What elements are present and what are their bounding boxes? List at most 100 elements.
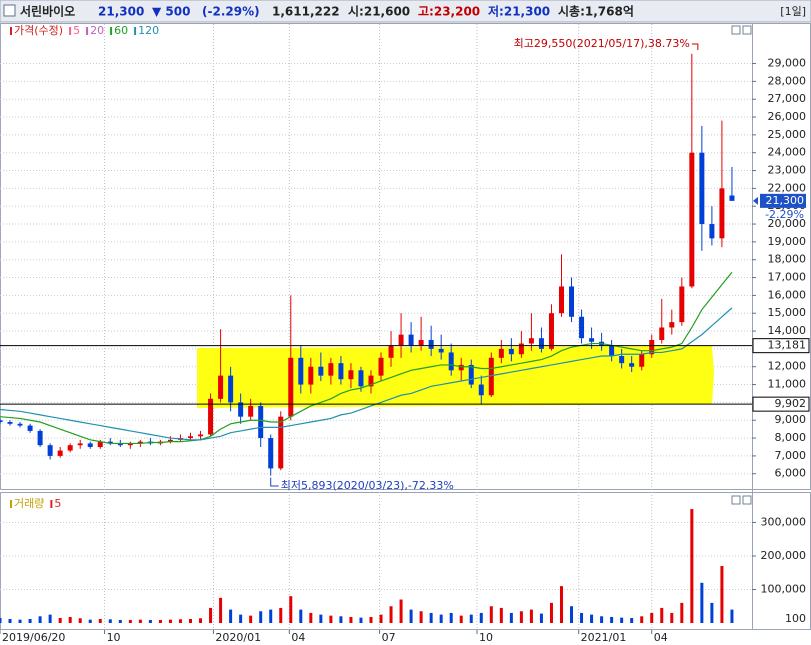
period[interactable]: [1일] xyxy=(780,4,806,18)
volume-bar xyxy=(710,602,714,623)
volume-bar xyxy=(199,618,203,623)
y-tick-label: 29,000 xyxy=(768,57,807,70)
volume-bar xyxy=(88,619,92,623)
candle-body xyxy=(518,343,524,355)
y-tick-label: 9,000 xyxy=(775,413,807,426)
panel-button[interactable] xyxy=(731,495,741,505)
volume-bar xyxy=(0,617,2,623)
candle-body xyxy=(288,357,294,417)
grid: 2019/06/20 10 2020/01 04 07 10 2021/01 04 xyxy=(0,24,756,644)
volume-bar xyxy=(449,612,453,623)
candle-body xyxy=(378,357,384,376)
candle-body xyxy=(629,363,635,367)
y-tick-label: 28,000 xyxy=(768,74,807,87)
candle-body xyxy=(228,375,234,403)
candle-body xyxy=(719,188,725,239)
candle-body xyxy=(548,313,554,349)
candle-body xyxy=(258,405,264,439)
volume-bar xyxy=(469,614,473,623)
panel-button[interactable] xyxy=(742,25,752,35)
volume-bar xyxy=(690,509,694,623)
candle-body xyxy=(669,322,675,328)
candle-body xyxy=(338,363,344,380)
volume-bar xyxy=(108,619,112,623)
volume-bar xyxy=(249,615,253,623)
annotation-arrow xyxy=(691,43,699,50)
y-tick-label: 11,000 xyxy=(768,378,807,391)
panel-button[interactable] xyxy=(731,25,741,35)
volume-bar xyxy=(419,611,423,623)
y-tick-label: 200,000 xyxy=(761,549,807,562)
candle-body xyxy=(508,348,514,355)
candle-body xyxy=(679,286,685,323)
volume-bar xyxy=(519,611,523,623)
legend-swatch xyxy=(69,27,72,35)
candle-body xyxy=(488,357,494,396)
menu-icon[interactable] xyxy=(3,4,16,17)
candle-body xyxy=(388,345,394,358)
volume-bar xyxy=(259,611,263,623)
volume-bar xyxy=(48,614,52,623)
candle-body xyxy=(659,327,665,340)
volume-bar xyxy=(219,597,223,623)
volume-bar xyxy=(118,619,122,623)
volume-bar xyxy=(38,616,42,623)
legend-label: 5 xyxy=(73,24,80,37)
y-tick-label: 15,000 xyxy=(768,306,807,319)
candle-body xyxy=(47,445,53,456)
market-cap: 시총:1,768억 xyxy=(558,4,634,19)
volume-bar xyxy=(148,619,152,623)
volume-bar xyxy=(58,617,62,623)
candle-body xyxy=(107,441,113,444)
legend-label: 120 xyxy=(138,24,159,37)
volume-bar xyxy=(439,614,443,623)
change-pct: (-2.29%) xyxy=(202,5,260,19)
volume-bar xyxy=(28,618,32,623)
candle-body xyxy=(418,339,424,346)
volume-bar xyxy=(570,606,574,623)
legend-swatch xyxy=(86,27,89,35)
volume-bar xyxy=(720,566,724,623)
x-tick-label: 10 xyxy=(107,631,121,644)
candle-body xyxy=(87,443,93,447)
legend-label: 20 xyxy=(90,24,104,37)
volume-bar xyxy=(700,582,704,623)
volume-bar xyxy=(640,616,644,623)
open: 시:21,600 xyxy=(348,5,410,19)
candle-body xyxy=(188,436,194,439)
panel-button[interactable] xyxy=(742,495,752,505)
y-tick-label: 6,000 xyxy=(775,467,807,480)
volume-bar xyxy=(399,599,403,623)
extreme-annotation: 최고29,550(2021/05/17),38.73% xyxy=(514,37,690,50)
y-tick-label: 7,000 xyxy=(775,449,807,462)
candle-body xyxy=(37,430,43,446)
volume-bar xyxy=(18,619,22,623)
candle-body xyxy=(609,345,615,357)
volume-bar xyxy=(138,619,142,623)
x-tick-label: 2020/01 xyxy=(215,631,261,644)
last-price-label: 21,300 xyxy=(766,194,805,207)
x-tick-label: 04 xyxy=(654,631,668,644)
volume-bar xyxy=(158,619,162,623)
volume-bar xyxy=(379,614,383,623)
volume-bar xyxy=(670,612,674,623)
y-tick-label: 27,000 xyxy=(768,92,807,105)
hline-label: 13,181 xyxy=(768,339,807,352)
volume-marker-label: 100 xyxy=(785,612,806,625)
candle-body xyxy=(348,370,354,380)
candle-body xyxy=(77,443,83,446)
candle-body xyxy=(208,398,214,435)
volume-bar xyxy=(209,607,213,623)
candle-body xyxy=(127,443,133,446)
volume-bar xyxy=(680,602,684,623)
volume-bar xyxy=(239,614,243,623)
candle-body xyxy=(569,286,575,317)
volume-bar xyxy=(539,613,543,623)
moving-average xyxy=(0,307,733,441)
last-price-box xyxy=(760,193,806,208)
candle-body xyxy=(528,338,534,344)
marks: 6,0007,0008,0009,00010,00011,00012,00013… xyxy=(0,24,810,625)
candle-body xyxy=(498,348,504,358)
legend-label: 거래량 xyxy=(14,497,44,510)
volume-bar xyxy=(168,619,172,623)
